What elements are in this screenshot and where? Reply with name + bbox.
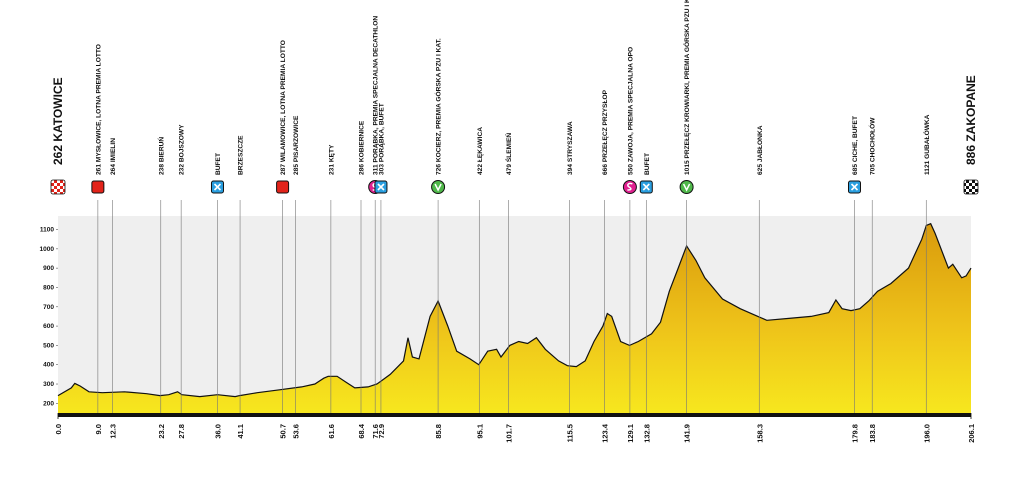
waypoint-label: 685 CICHE, BUFET	[852, 116, 859, 175]
km-label: 179.8	[850, 424, 859, 443]
y-tick-label: 1100	[40, 227, 54, 234]
waypoint-label: 264 IMIELIN	[110, 138, 117, 175]
icon-start	[50, 179, 66, 195]
waypoint-label: 285 PISARZOWICE	[293, 115, 300, 175]
waypoint-label: 238 BIERUŃ	[156, 137, 165, 175]
flag	[50, 179, 66, 195]
cross	[642, 183, 650, 191]
cross	[850, 183, 859, 191]
km-label: 12.3	[108, 424, 117, 439]
y-tick-label: 800	[43, 284, 54, 291]
km-label: 183.8	[868, 424, 877, 443]
km-label: 9.0	[94, 424, 103, 434]
km-label: 141.9	[683, 424, 692, 443]
glyph	[627, 182, 633, 191]
waypoint-label: 479 ŚLEMIEŃ	[504, 133, 513, 175]
box	[276, 180, 290, 194]
y-tick-label: 700	[43, 304, 54, 311]
waypoint-label: 726 KOCIERZ, PREMIA GÓRSKA PZU I KAT.	[434, 38, 443, 175]
waypoint-label: BRZESZCZE	[238, 135, 245, 175]
km-label: 196.0	[922, 424, 931, 443]
km-label: 132.8	[642, 424, 651, 443]
waypoint-label: 1121 GUBAŁÓWKA	[922, 114, 931, 175]
icon-special	[622, 180, 637, 194]
y-tick-label: 900	[43, 265, 54, 272]
km-label: 85.8	[434, 424, 443, 439]
km-label: 50.7	[279, 424, 288, 439]
km-label: 71.6	[371, 424, 380, 439]
waypoint-label: BUFET	[644, 153, 651, 175]
y-tick-label: 500	[43, 342, 54, 349]
km-label: 61.6	[327, 424, 336, 439]
y-tick-label: 1000	[40, 246, 55, 253]
flag	[963, 179, 979, 195]
waypoint-label: 287 WILAMOWICE, LOTNA PREMIA LOTTO	[280, 40, 287, 175]
elevation-line	[57, 222, 972, 398]
km-label: 115.5	[566, 424, 575, 442]
km-label: 68.4	[357, 423, 366, 438]
waypoint-label: 231 KĘTY	[328, 144, 335, 175]
waypoint-label: 262 KATOWICE	[51, 77, 65, 165]
km-label: 123.4	[601, 423, 610, 443]
waypoint-label: 394 STRYSZAWA	[567, 121, 574, 175]
y-tick-label: 200	[43, 400, 54, 407]
km-label: 53.6	[291, 424, 300, 439]
icon-finish	[963, 179, 979, 195]
box	[91, 180, 105, 194]
km-label: 72.9	[377, 424, 386, 439]
km-label: 158.3	[755, 424, 764, 443]
icon-feed	[639, 180, 653, 194]
waypoint-label: 232 BOJSZOWY	[179, 124, 186, 175]
km-label: 0.0	[54, 424, 63, 434]
y-tick-label: 600	[43, 323, 54, 330]
waypoint-label: 422 ŁĘKAWICA	[477, 127, 484, 175]
y-tick-label: 300	[43, 381, 54, 388]
glyph	[682, 183, 691, 192]
disc	[431, 180, 446, 194]
waypoint-label: 261 MYSŁOWICE, LOTNA PREMIA LOTTO	[95, 44, 102, 175]
waypoint-label: 311 PORĄBKA, PREMIA SPECJALNA DECATHLON	[373, 16, 380, 175]
icon-sprint	[276, 180, 290, 194]
icon-sprint	[91, 180, 105, 194]
x-axis-bar	[58, 413, 971, 417]
icon-feed	[374, 180, 388, 194]
y-tick-label: 400	[43, 362, 54, 369]
km-label: 36.0	[213, 424, 222, 439]
waypoint-label: 1015 PRZEŁĘCZ KROWIARKI, PREMIA GÓRSKA P…	[682, 0, 691, 175]
km-label: 95.1	[475, 424, 484, 439]
glyph	[434, 183, 442, 192]
waypoint-label: 886 ZAKOPANE	[964, 75, 978, 165]
icon-feed	[210, 180, 224, 194]
elevation-fill	[58, 223, 971, 413]
cross	[377, 183, 385, 191]
waypoint-label: 625 JABŁONKA	[757, 125, 764, 175]
disc	[679, 180, 694, 194]
km-label: 27.8	[177, 424, 186, 439]
waypoint-label: 303 PORĄBKA, BUFET	[378, 103, 385, 175]
km-label: 23.2	[157, 424, 166, 439]
km-label: 129.1	[626, 424, 635, 443]
km-label: 206.1	[967, 424, 976, 443]
icon-mountain	[431, 180, 446, 194]
waypoint-label: 286 KOBIERNICE	[359, 120, 366, 175]
icon-mountain	[679, 180, 694, 194]
waypoint-label: 705 CHOCHOŁÓW	[868, 117, 877, 175]
cross	[213, 183, 222, 191]
waypoint-label: BUFET	[215, 153, 222, 175]
waypoint-label: 550 ZAWOJA, PREMIA SPECJALNA OPO	[627, 47, 634, 175]
km-label: 41.1	[236, 424, 245, 439]
waypoint-label: 666 PRZEŁĘCZ PRZYSŁOP	[602, 89, 609, 175]
icon-feed	[847, 180, 861, 194]
km-label: 101.7	[505, 424, 514, 443]
